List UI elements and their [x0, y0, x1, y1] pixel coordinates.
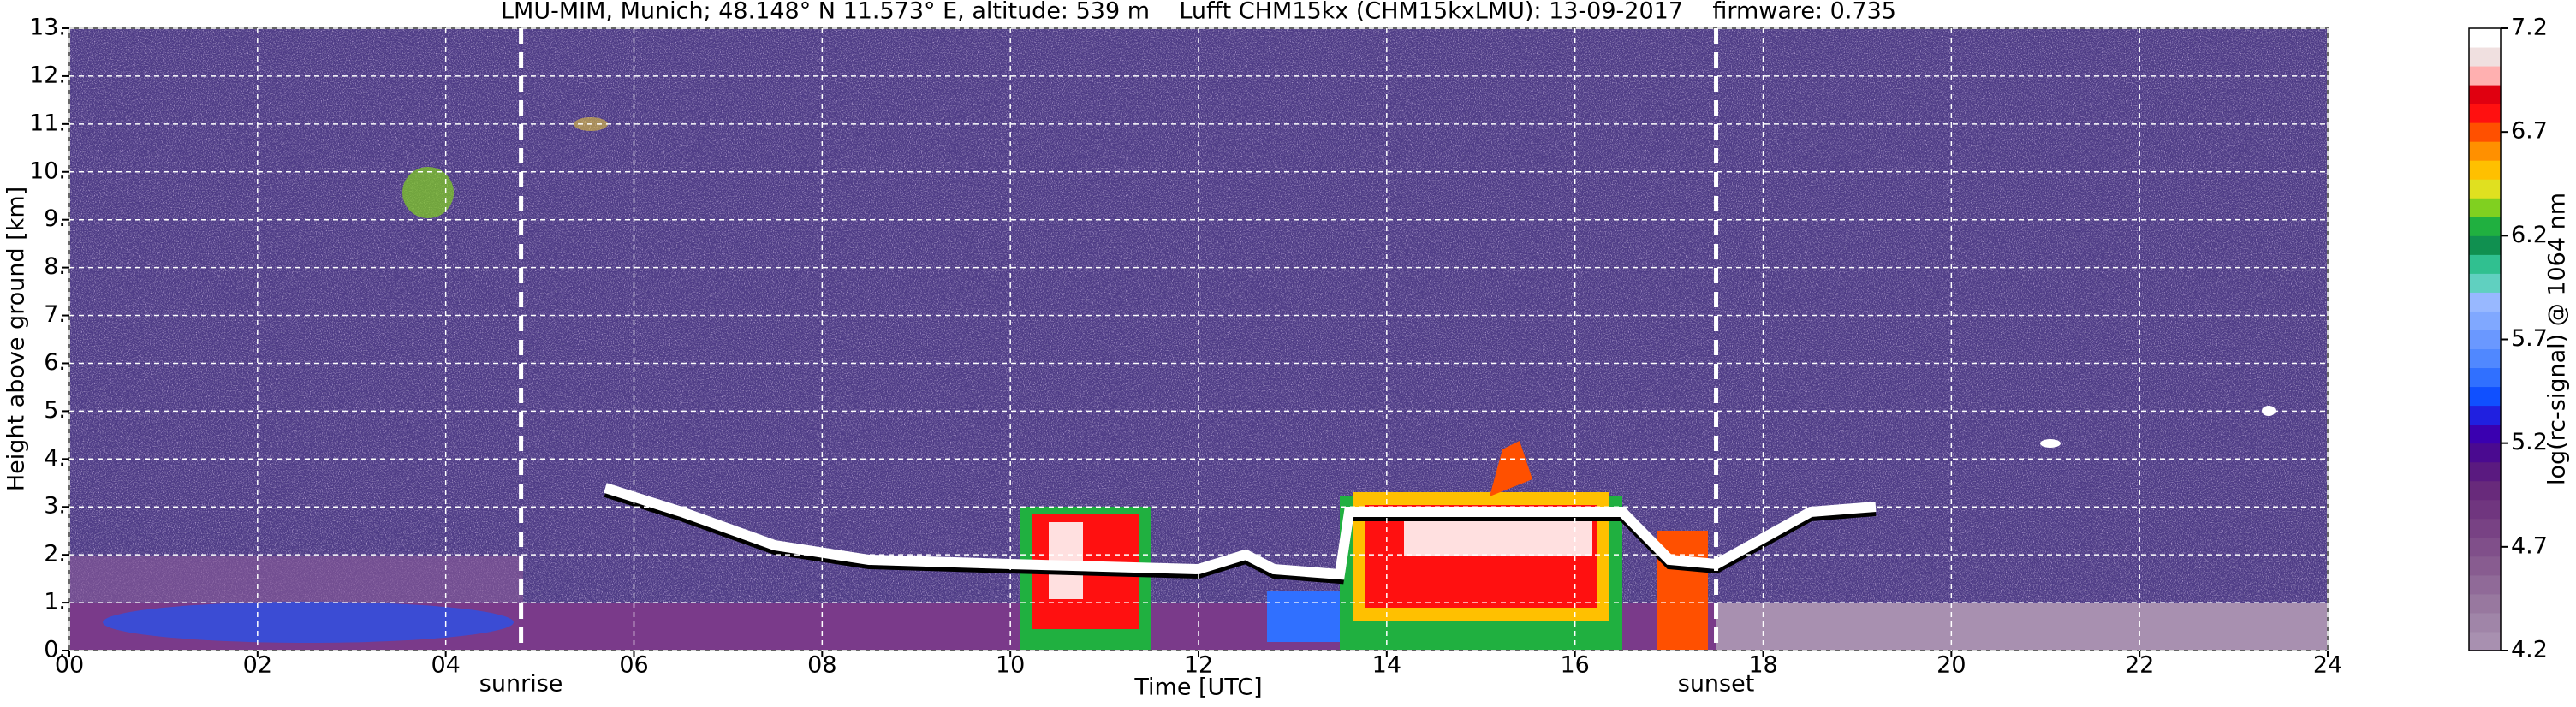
colorbar-band: [2469, 311, 2501, 330]
colorbar-band: [2469, 47, 2501, 67]
colorbar-band: [2469, 518, 2501, 538]
colorbar-tick-label: 4.2: [2511, 637, 2548, 663]
x-tick-label: 18: [1748, 652, 1777, 679]
colorbar-band: [2469, 141, 2501, 161]
colorbar-band: [2469, 217, 2501, 236]
cirrus: [402, 167, 454, 218]
colorbar-band: [2469, 28, 2501, 48]
y-tick-label: 4.: [44, 445, 66, 472]
cloud-base: [604, 483, 1877, 580]
colorbar-band: [2469, 574, 2501, 595]
colorbar-band: [2469, 386, 2501, 407]
x-tick-label: 22: [2125, 652, 2154, 679]
colorbar-tick-label: 5.2: [2511, 429, 2548, 455]
colorbar-band: [2469, 179, 2501, 199]
annotation-label: sunset: [1678, 671, 1755, 698]
x-tick-label: 06: [619, 652, 648, 679]
colorbar-band: [2469, 631, 2501, 651]
colorbar-band: [2469, 499, 2501, 520]
colorbar-label: log(rc-signal) @ 1064 nm: [2544, 193, 2571, 485]
colorbar-band: [2469, 66, 2501, 86]
colorbar-band: [2469, 330, 2501, 350]
colorbar-band: [2469, 104, 2501, 123]
cloud-fragment: [2040, 439, 2061, 448]
colorbar-band: [2469, 367, 2501, 388]
y-tick-label: 8.: [44, 253, 66, 280]
x-tick-label: 10: [996, 652, 1025, 679]
x-tick-label: 20: [1936, 652, 1966, 679]
colorbar-band: [2469, 348, 2501, 369]
colorbar-tick-label: 6.7: [2511, 118, 2548, 145]
aerosol-layer: [69, 556, 523, 603]
colorbar-band: [2469, 254, 2501, 274]
x-tick-label: 04: [431, 652, 460, 679]
boundary-layer: [1716, 603, 2328, 651]
y-tick-label: 9.: [44, 205, 66, 232]
colorbar-band: [2469, 273, 2501, 293]
x-tick-label: 00: [55, 652, 84, 679]
colorbar-band: [2469, 85, 2501, 104]
y-tick-label: 13.: [29, 15, 66, 41]
colorbar-tick-label: 7.2: [2511, 15, 2548, 41]
x-axis-label: Time [UTC]: [1133, 674, 1262, 701]
x-tick-label: 14: [1372, 652, 1401, 679]
colorbar-band: [2469, 122, 2501, 142]
y-tick-label: 11.: [29, 110, 66, 136]
x-tick-label: 16: [1560, 652, 1589, 679]
colorbar-band: [2469, 198, 2501, 217]
x-tick-label: 12: [1184, 652, 1213, 679]
colorbar-band: [2469, 292, 2501, 312]
y-tick-label: 5.: [44, 397, 66, 424]
cloud-top: [1490, 441, 1532, 496]
y-tick-label: 7.: [44, 301, 66, 328]
colorbar-band: [2469, 480, 2501, 501]
colorbar-band: [2469, 405, 2501, 425]
colorbar-tick-label: 4.7: [2511, 532, 2548, 559]
x-tick-label: 02: [243, 652, 272, 679]
colorbar-band: [2469, 612, 2501, 633]
colorbar-band: [2469, 160, 2501, 180]
y-tick-label: 0.: [44, 637, 66, 663]
colorbar-tick-label: 6.2: [2511, 222, 2548, 248]
y-tick-label: 10.: [29, 157, 66, 184]
aerosol-blue: [103, 602, 514, 643]
colorbar-band: [2469, 556, 2501, 576]
colorbar-band: [2469, 461, 2501, 482]
y-tick-label: 6.: [44, 349, 66, 376]
x-tick-label: 08: [807, 652, 836, 679]
y-axis-label: Height above ground [km]: [3, 187, 30, 491]
chart-title: LMU-MIM, Munich; 48.148° N 11.573° E, al…: [501, 0, 1896, 25]
y-tick-label: 1.: [44, 589, 66, 615]
y-tick-label: 12.: [29, 62, 66, 88]
colorbar-band: [2469, 235, 2501, 255]
cloud-blue: [1267, 591, 1340, 642]
colorbar-band: [2469, 443, 2501, 463]
colorbar-band: [2469, 537, 2501, 557]
y-tick-label: 2.: [44, 541, 66, 567]
colorbar-band: [2469, 593, 2501, 614]
colorbar-band: [2469, 424, 2501, 444]
y-tick-label: 3.: [44, 493, 66, 520]
colorbar-tick-label: 5.7: [2511, 325, 2548, 352]
x-tick-label: 24: [2313, 652, 2342, 679]
annotation-label: sunrise: [479, 671, 563, 698]
